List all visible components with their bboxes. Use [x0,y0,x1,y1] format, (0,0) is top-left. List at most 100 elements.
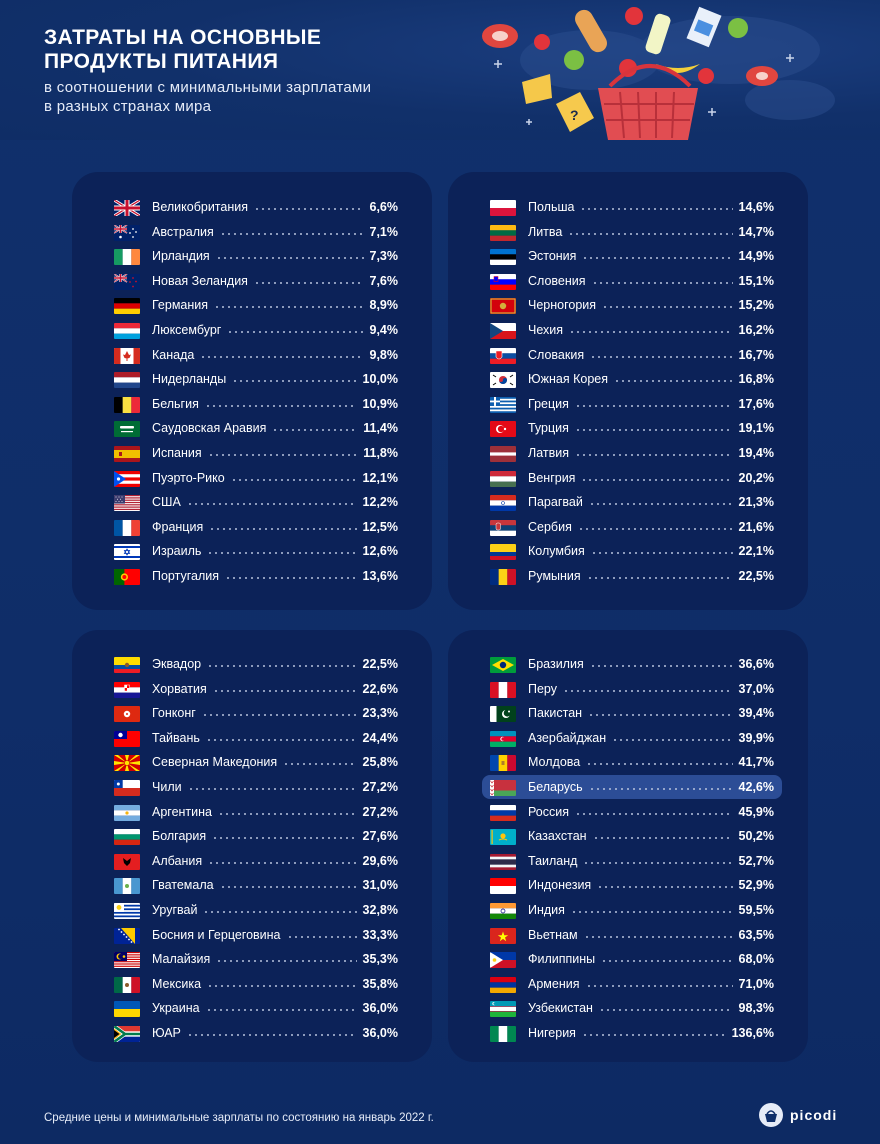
logo-text: picodi [790,1107,838,1123]
cost-value: 19,1% [738,421,774,436]
flag-pr-icon [114,470,140,487]
table-row: Индонезия 52,9% [448,874,808,898]
flag-gt-icon [114,878,140,895]
price-tag-icon: ? [556,92,594,132]
cost-value: 27,6% [362,829,398,844]
leader-dots [590,665,733,667]
table-row: США 12,2% [72,491,432,515]
leader-dots [203,911,357,913]
country-name: Канада [152,347,195,362]
country-name: Гватемала [152,878,214,893]
leader-dots [272,429,357,432]
country-name: Чехия [528,323,564,337]
flag-ru-icon [490,804,516,821]
table-row: Бельгия 10,9% [72,393,432,417]
leader-dots [580,208,733,210]
cost-value: 50,2% [738,829,774,844]
country-name: Польша [528,200,575,214]
cost-value: 35,3% [362,952,398,967]
table-row: Новая Зеландия 7,6% [72,270,432,294]
table-row: Испания 11,8% [72,442,432,466]
country-name: Нидерланды [152,372,227,387]
leader-dots [587,577,733,579]
table-row: Латвия 19,4% [448,442,808,466]
cost-value: 6,6% [369,200,399,214]
flag-me-icon [490,298,516,315]
leader-dots [188,788,357,790]
flag-ec-icon [114,657,140,673]
table-row: Пакистан 39,4% [448,702,808,726]
leader-dots [591,552,733,555]
leader-dots [581,478,733,481]
leader-dots [582,257,733,260]
table-row: Беларусь 42,6% [448,776,808,800]
flag-vn-icon [490,927,516,944]
country-name: Испания [152,446,202,460]
flag-lv-icon [490,446,516,462]
flag-be-icon [114,396,140,413]
table-row: Чехия 16,2% [448,319,808,343]
flag-es-icon [114,446,140,462]
cost-value: 71,0% [738,976,774,991]
country-name: Португалия [152,569,220,583]
table-row: Канада 9,8% [72,344,432,368]
flag-uy-icon [114,903,140,919]
ranking-panel-4: Бразилия 36,6% Перу 37,0% Пакистан 39,4% Азерб… [448,630,808,1062]
country-name: Люксембург [152,323,222,337]
table-row: Гонконг 23,3% [72,702,432,726]
flag-ie-icon [114,249,140,266]
flag-sa-icon [114,421,140,438]
flag-us-icon [114,495,140,512]
leader-dots [207,665,357,667]
cost-value: 33,3% [362,927,398,942]
cost-value: 12,2% [362,495,398,510]
table-row: Мексика 35,8% [72,973,432,997]
leader-dots [287,935,357,938]
leader-dots [202,714,357,717]
leader-dots [220,886,357,889]
table-row: Хорватия 22,6% [72,678,432,702]
leader-dots [584,935,733,938]
cost-value: 31,0% [362,878,398,893]
leader-dots [254,281,364,284]
table-row: ЮАР 36,0% [72,1022,432,1046]
leader-dots [575,429,733,432]
flag-ar-icon [114,804,140,821]
flag-al-icon [114,853,140,870]
leader-dots [575,812,733,815]
country-name: Албания [152,853,203,868]
table-row: Молдова 41,7% [448,751,808,775]
table-row: Босния и Герцеговина 33,3% [72,924,432,948]
table-row: Турция 19,1% [448,417,808,441]
cost-value: 37,0% [738,681,774,696]
table-row: Греция 17,6% [448,393,808,417]
country-name: Пакистан [528,706,583,721]
ranking-panel-3: Эквадор 22,5% Хорватия 22,6% Гонконг 23,3% Тай… [72,630,432,1062]
country-name: Сербия [528,519,572,534]
flag-rs-icon [490,519,516,536]
leader-dots [582,1034,726,1036]
leader-dots [602,306,733,309]
country-name: Вьетнам [528,927,578,942]
country-name: Индия [528,903,565,917]
country-name: Румыния [528,569,581,583]
country-name: Словакия [528,347,585,362]
ranking-panel-1: Великобритания 6,6% Австралия 7,1% Ирландия 7… [72,172,432,610]
country-name: Уругвай [152,903,198,917]
leader-dots [592,281,733,284]
table-row: Парагвай 21,3% [448,491,808,515]
country-name: Молдова [528,755,581,770]
table-row: Бразилия 36,6% [448,653,808,677]
leader-dots [593,837,733,840]
flag-gb-icon [114,200,140,216]
country-name: Беларусь [528,780,583,794]
cost-value: 98,3% [738,1001,774,1016]
flag-il-icon [114,544,140,561]
country-name: Германия [152,298,209,313]
svg-text:?: ? [570,107,579,123]
cost-value: 15,1% [738,273,774,288]
table-row: Эстония 14,9% [448,245,808,269]
country-name: Ирландия [152,249,210,264]
flag-za-icon [114,1026,140,1042]
table-row: Уругвай 32,8% [72,899,432,923]
